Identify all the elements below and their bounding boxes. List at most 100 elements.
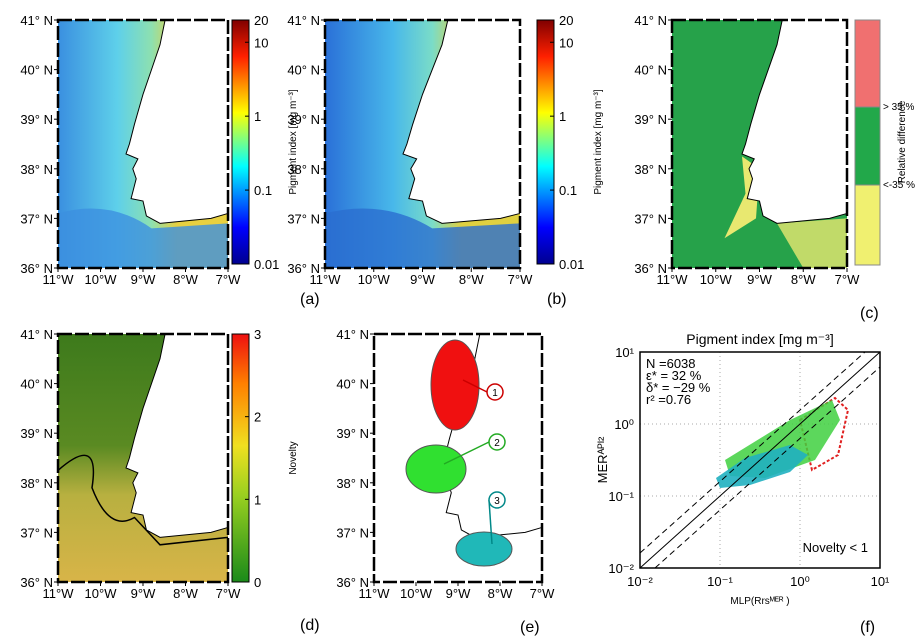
region-marker [488,433,506,451]
lat-label: 39° N [20,426,53,441]
x-tick-label: 10⁻² [627,574,653,589]
lon-label: 8°W [173,586,198,601]
lat-label: 38° N [20,476,53,491]
lon-label: 11°W [43,586,75,601]
panel-label: (d) [300,617,320,634]
lat-label: 41° N [20,13,53,28]
colorbar-label: 0 [254,575,261,590]
colorbar-label: 2 [254,410,261,425]
stat: ε* = 32 % [646,368,702,383]
lat-label: 36° N [20,575,53,590]
colorbar [231,19,250,265]
lat-label: 39° N [20,112,53,127]
diff-patch [724,156,760,239]
one-to-one [639,351,881,569]
y-tick-label: 10¹ [615,345,634,360]
lon-label: 11°W [359,586,391,601]
y-tick-label: 10⁰ [614,417,634,432]
note: Novelty < 1 [803,540,868,555]
stat: r² =0.76 [646,392,691,407]
coastline [125,19,229,224]
region-number: 3 [494,496,500,507]
bound [654,366,881,569]
legend-green [854,106,881,186]
lat-label: 37° N [20,211,53,226]
x-label: MLP(Rrsᴹᴱᴿ ) [730,596,789,607]
lon-label: 8°W [488,586,513,601]
lon-label: 9°W [131,272,156,287]
lat-label: 38° N [20,162,53,177]
lon-label: 8°W [173,272,198,287]
y-tick-label: 10⁻¹ [608,489,634,504]
region [455,531,513,567]
lat-label: 40° N [20,63,53,78]
colorbar-label: 0.1 [559,183,577,198]
panel-label: (f) [860,619,875,636]
coastline [741,19,848,224]
lon-label: 9°W [446,586,471,601]
lat-label: 37° N [20,525,53,540]
lon-label: 10°W [700,272,733,287]
lat-label: 40° N [287,63,320,78]
region-pointer [488,499,493,545]
lon-label: 7°W [216,272,241,287]
lon-label: 9°W [131,586,156,601]
colorbar-title: Pigment index [mg m⁻³] [288,89,299,195]
lat-label: 39° N [634,112,667,127]
legend-red [854,19,881,108]
colorbar-label: 1 [254,492,261,507]
lat-label: 38° N [287,162,320,177]
diff-patch [777,218,847,268]
lat-label: 36° N [336,575,369,590]
plot-title: Pigment index [mg m⁻³] [686,331,833,347]
lat-label: 41° N [20,327,53,342]
legend-yellow [854,184,881,266]
colorbar-title: Novelty [288,441,299,474]
colorbar-label: 20 [254,13,268,28]
lat-label: 41° N [634,13,667,28]
open-ocean [58,208,228,268]
panel-label: (a) [300,291,320,308]
colorbar-label: 0.01 [559,257,584,272]
lat-label: 36° N [287,261,320,276]
coastline [402,19,521,224]
region [405,444,467,494]
stat: N =6038 [646,356,696,371]
lon-label: 9°W [410,272,435,287]
bound [639,351,866,554]
colorbar-label: 0.01 [254,257,279,272]
legend-title: Relative difference [897,100,908,183]
cloud-red [798,396,850,472]
lon-label: 10°W [400,586,433,601]
lon-label: 7°W [835,272,860,287]
lat-label: 37° N [287,211,320,226]
lon-label: 11°W [657,272,689,287]
y-label: MERᴬᴾᴵ² [595,436,610,483]
lat-label: 37° N [336,525,369,540]
lat-label: 39° N [336,426,369,441]
lat-label: 39° N [287,112,320,127]
lon-label: 9°W [747,272,772,287]
lat-label: 36° N [20,261,53,276]
lon-label: 10°W [85,272,118,287]
region-pointer [462,379,488,393]
panel-label: (b) [547,291,567,308]
x-tick-label: 10⁻¹ [707,574,733,589]
y-tick-label: 10⁻² [608,561,634,576]
colorbar-label: 10 [254,35,268,50]
panel-label: (e) [520,619,540,636]
colorbar-label: 20 [559,13,573,28]
lat-label: 40° N [20,377,53,392]
colorbar [231,333,250,583]
region [430,339,480,431]
region-marker [486,383,504,401]
region-number: 2 [494,438,500,449]
x-tick-label: 10⁰ [790,574,810,589]
cloud-cyan [716,445,808,488]
colorbar-label: 10 [559,35,573,50]
panel-label: (c) [860,305,879,322]
lon-label: 11°W [43,272,75,287]
lat-label: 37° N [634,211,667,226]
colorbar [536,19,555,265]
colorbar-label: 3 [254,327,261,342]
